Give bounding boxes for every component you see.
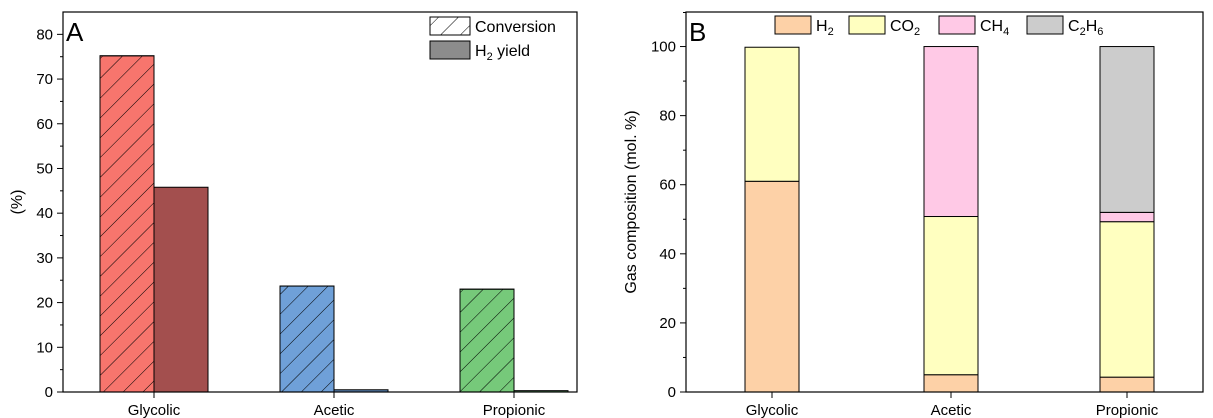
bar-conversion-hatch bbox=[459, 288, 515, 393]
legend-swatch-ch4 bbox=[938, 15, 976, 35]
legend-swatch-hatch bbox=[429, 16, 471, 36]
bar-segment-co2-acetic bbox=[923, 216, 979, 376]
y-tick-label: 80 bbox=[36, 26, 53, 43]
bar-conversion-hatch bbox=[279, 285, 335, 393]
y-axis-label: (%) bbox=[9, 190, 26, 215]
legend-swatch-h2-yield bbox=[429, 40, 471, 60]
x-tick-label: Glycolic bbox=[128, 402, 181, 418]
y-tick-label: 50 bbox=[36, 160, 53, 177]
bar-conversion-hatch bbox=[99, 55, 155, 393]
bar-segment-h2-propionic bbox=[1099, 376, 1155, 393]
x-tick-label: Acetic bbox=[931, 402, 972, 418]
bar-segment-c2h6-propionic bbox=[1099, 46, 1155, 213]
y-tick-label: 20 bbox=[659, 315, 676, 332]
y-tick-label: 40 bbox=[36, 205, 53, 222]
x-tick-label: Propionic bbox=[483, 402, 546, 418]
y-axis-label: Gas composition (mol. %) bbox=[623, 110, 640, 293]
y-tick-label: 20 bbox=[36, 295, 53, 312]
y-tick-label: 100 bbox=[651, 39, 676, 56]
x-tick-label: Acetic bbox=[314, 402, 355, 418]
x-tick-label: Glycolic bbox=[746, 402, 799, 418]
bar-segment-ch4-acetic bbox=[923, 46, 979, 218]
y-tick-label: 60 bbox=[659, 177, 676, 194]
panel-a-chart: 0 10 20 30 40 50 60 70 80 Glycolic Acetic Propionic… bbox=[9, 11, 578, 418]
legend-swatch-h2 bbox=[774, 15, 812, 35]
legend-label-conversion: Conversion bbox=[475, 19, 556, 36]
panel-b-chart: 0 20 40 60 80 100 Glycolic Acetic Propionic Gas c… bbox=[623, 11, 1204, 418]
bar-h2-yield-glycolic bbox=[153, 186, 209, 393]
bar-segment-h2-acetic bbox=[923, 374, 979, 393]
y-tick-label: 70 bbox=[36, 71, 53, 88]
y-tick-label: 30 bbox=[36, 250, 53, 267]
y-tick-label: 0 bbox=[45, 384, 53, 401]
y-tick-label: 60 bbox=[36, 116, 53, 133]
bar-segment-co2-glycolic bbox=[744, 46, 800, 182]
bar-segment-co2-propionic bbox=[1099, 221, 1155, 378]
legend-label-c2h6: C2H6 bbox=[1068, 18, 1103, 38]
y-tick-label: 80 bbox=[659, 108, 676, 125]
x-tick-label: Propionic bbox=[1096, 402, 1159, 418]
plot-frame bbox=[685, 11, 1204, 393]
panel-letter-a: A bbox=[66, 17, 84, 47]
y-tick-label: 0 bbox=[668, 384, 676, 401]
y-tick-label: 40 bbox=[659, 246, 676, 263]
y-tick-label: 10 bbox=[36, 339, 53, 356]
panel-letter-b: B bbox=[689, 17, 706, 47]
legend-label-ch4: CH4 bbox=[980, 18, 1009, 38]
legend-swatch-co2 bbox=[848, 15, 886, 35]
plot-frame bbox=[62, 11, 578, 393]
bar-segment-ch4-propionic bbox=[1099, 211, 1155, 223]
bar-segment-h2-glycolic bbox=[744, 180, 800, 393]
legend-swatch-c2h6 bbox=[1026, 15, 1064, 35]
legend-label-h2-yield: H2 yield bbox=[475, 43, 530, 63]
legend-label-co2: CO2 bbox=[890, 18, 920, 38]
legend-label-h2: H2 bbox=[816, 18, 834, 38]
